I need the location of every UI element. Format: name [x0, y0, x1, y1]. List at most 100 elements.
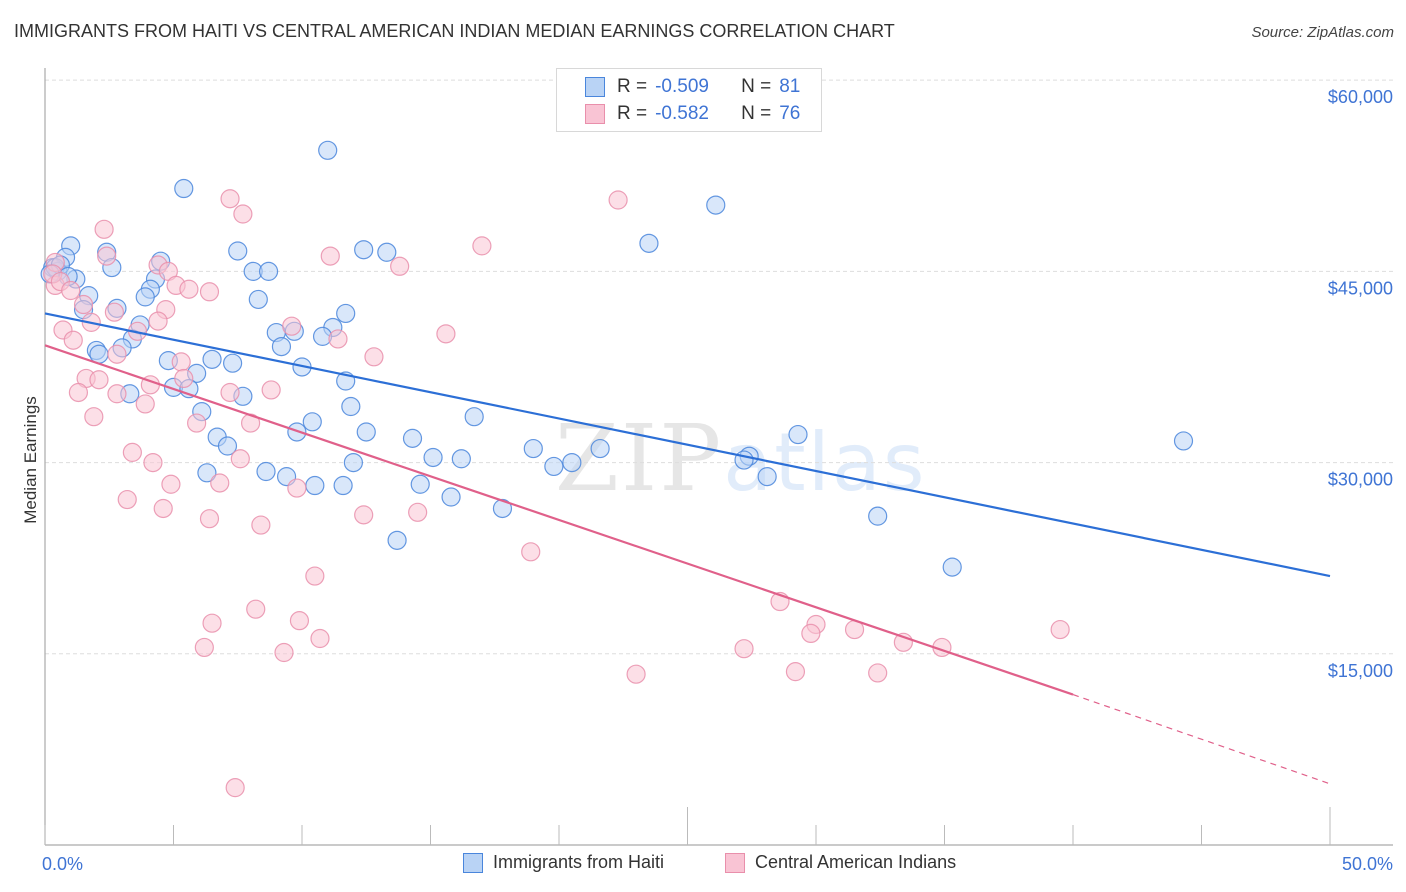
data-point-haiti	[305, 475, 325, 496]
data-point-haiti	[377, 242, 397, 262]
data-point-haiti	[228, 241, 248, 261]
data-point-haiti	[464, 407, 484, 427]
data-point-haiti	[387, 530, 407, 550]
data-point-haiti	[544, 456, 564, 477]
data-point-haiti	[423, 447, 443, 468]
data-point-central-american-indians	[153, 498, 173, 519]
x-tick-label: 50.0%	[1342, 854, 1393, 874]
data-point-central-american-indians	[320, 246, 340, 266]
legend-swatch-haiti	[585, 77, 605, 97]
data-point-haiti	[410, 474, 430, 494]
data-point-central-american-indians	[408, 502, 428, 522]
data-point-central-american-indians	[785, 662, 806, 682]
data-point-haiti	[734, 450, 754, 470]
legend-row-central-american-indians: R = -0.582 N = 76	[585, 101, 800, 127]
legend-label-central-american-indians: Central American Indians	[755, 852, 957, 872]
data-point-central-american-indians	[89, 370, 109, 390]
data-point-haiti	[341, 396, 361, 417]
y-tick-label: $15,000	[1328, 661, 1393, 681]
data-point-central-american-indians	[521, 542, 541, 562]
data-point-haiti	[135, 287, 155, 307]
data-point-central-american-indians	[1050, 619, 1070, 640]
data-point-haiti	[942, 557, 962, 577]
data-point-central-american-indians	[801, 623, 821, 643]
data-point-haiti	[788, 424, 808, 445]
gridlines	[45, 79, 1393, 655]
legend-r-value: -0.509	[655, 76, 709, 97]
data-point-haiti	[174, 178, 194, 199]
data-point-central-american-indians	[220, 382, 240, 403]
data-point-haiti	[202, 349, 222, 369]
data-point-haiti	[757, 467, 777, 487]
data-point-central-american-indians	[117, 489, 137, 510]
data-point-central-american-indians	[84, 407, 104, 427]
data-point-haiti	[639, 233, 659, 253]
legend-r-label: R =	[617, 103, 648, 124]
data-point-central-american-indians	[104, 302, 124, 322]
data-point-central-american-indians	[179, 279, 199, 299]
bottom-legend-haiti: Immigrants from Haiti	[463, 852, 664, 873]
data-point-central-american-indians	[608, 190, 628, 210]
data-point-haiti	[356, 422, 376, 442]
data-point-central-american-indians	[148, 311, 168, 331]
legend-n-label: N =	[741, 103, 772, 124]
legend-r-value: -0.582	[655, 103, 709, 124]
data-point-central-american-indians	[261, 380, 281, 400]
data-point-central-american-indians	[282, 316, 302, 336]
source-credit: Source: ZipAtlas.com	[1251, 24, 1394, 41]
data-point-central-american-indians	[251, 515, 271, 535]
bottom-legend-central-american-indians: Central American Indians	[725, 852, 956, 873]
data-point-central-american-indians	[199, 282, 220, 302]
data-point-central-american-indians	[220, 189, 240, 209]
legend-n-label: N =	[741, 76, 772, 97]
data-point-haiti	[590, 438, 610, 459]
tick-labels: $15,000 $30,000 $45,000 $60,000 0.0% 50.0%	[42, 87, 1393, 874]
data-point-central-american-indians	[472, 236, 492, 256]
data-point-haiti	[197, 463, 217, 483]
data-point-central-american-indians	[436, 324, 456, 344]
data-point-haiti	[256, 461, 276, 482]
data-point-central-american-indians	[194, 637, 214, 658]
data-point-central-american-indians	[187, 413, 207, 433]
data-point-central-american-indians	[63, 330, 83, 350]
data-point-central-american-indians	[233, 204, 253, 224]
data-point-haiti	[451, 449, 471, 469]
data-point-central-american-indians	[94, 219, 114, 239]
data-point-central-american-indians	[68, 382, 89, 403]
data-point-central-american-indians	[210, 473, 230, 493]
legend-swatch-central-american-indians	[725, 852, 745, 873]
data-point-haiti	[523, 438, 543, 459]
data-point-haiti	[248, 289, 268, 310]
data-point-haiti	[402, 428, 423, 448]
y-tick-label: $30,000	[1328, 470, 1393, 490]
data-point-haiti	[1173, 431, 1194, 451]
legend-n-value: 76	[779, 103, 801, 124]
data-point-haiti	[706, 195, 726, 215]
data-point-central-american-indians	[143, 452, 163, 473]
x-tick-label: 0.0%	[42, 854, 83, 874]
data-point-haiti	[354, 240, 374, 260]
y-axis-label: Median Earnings	[21, 396, 40, 524]
data-point-central-american-indians	[305, 566, 325, 586]
y-tick-label: $45,000	[1328, 278, 1393, 298]
data-point-central-american-indians	[174, 368, 194, 389]
data-point-haiti	[258, 261, 279, 281]
data-point-central-american-indians	[230, 449, 250, 469]
axes	[44, 68, 1393, 846]
legend-r-label: R =	[617, 76, 648, 97]
legend-label-haiti: Immigrants from Haiti	[493, 852, 665, 872]
data-point-central-american-indians	[354, 505, 374, 525]
data-point-central-american-indians	[289, 611, 310, 631]
data-point-central-american-indians	[274, 642, 294, 663]
data-point-central-american-indians	[310, 628, 330, 649]
data-point-central-american-indians	[122, 442, 142, 462]
legend-n-value: 81	[779, 76, 801, 97]
chart-title: IMMIGRANTS FROM HAITI VS CENTRAL AMERICA…	[14, 21, 895, 41]
data-point-central-american-indians	[390, 256, 410, 276]
data-point-haiti	[492, 498, 513, 519]
legend-row-haiti: R = -0.509 N = 81	[585, 74, 800, 100]
data-point-haiti	[333, 475, 353, 496]
data-point-central-american-indians	[868, 663, 888, 683]
data-point-central-american-indians	[225, 778, 245, 798]
